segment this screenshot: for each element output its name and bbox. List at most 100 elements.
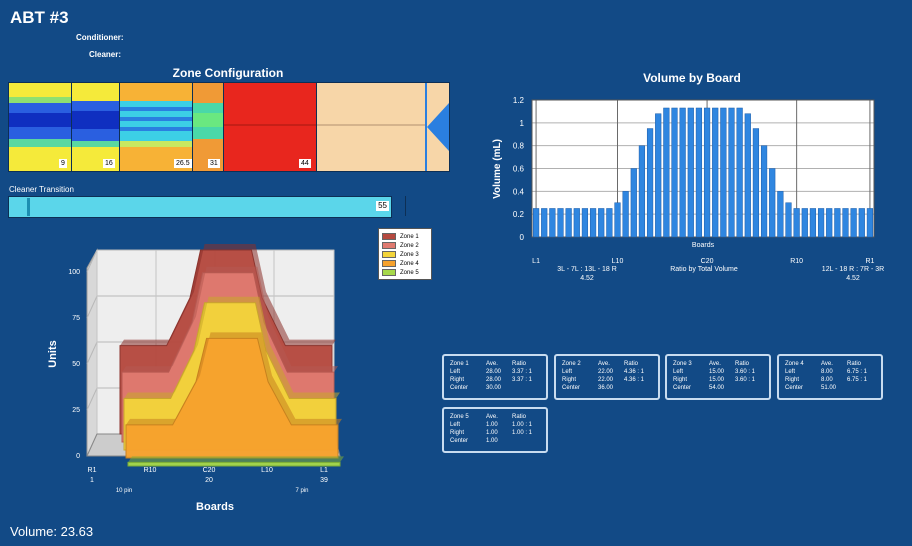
zone-stats-row: Right 8.00 6.75 : 1 xyxy=(785,376,875,384)
volume-x-ticks: L1 L10 C20 R10 R1 xyxy=(532,258,874,265)
volume-x-tick-label: R1 xyxy=(865,258,874,265)
volume-bar xyxy=(532,208,540,238)
volume-bar xyxy=(581,208,589,238)
zone-stats-cell: 6.75 : 1 xyxy=(847,377,868,383)
zone-stats-cell: 28.00 xyxy=(486,377,502,383)
volume-bar xyxy=(695,107,703,238)
units-x-tick-label: L10 xyxy=(261,467,273,474)
legend-swatch-zone-1 xyxy=(382,233,396,240)
zone-marker-2: 16 xyxy=(103,159,115,168)
volume-chart-title: Volume by Board xyxy=(643,71,741,85)
volume-readout: Volume: 23.63 xyxy=(10,524,94,539)
legend-label-zone-4: Zone 4 xyxy=(400,260,419,267)
zone-stats-header-cell: Ave. xyxy=(486,414,498,420)
volume-bar xyxy=(720,107,727,238)
volume-y-ticks: 0 0.2 0.4 0.6 0.8 1 1.2 xyxy=(513,96,525,242)
volume-y-tick-label: 0 xyxy=(520,233,525,242)
zone-stats-header-cell: Ratio xyxy=(624,361,639,367)
zone-stats-header-cell: Ratio xyxy=(512,414,527,420)
cleaner-label: Cleaner: xyxy=(89,50,122,59)
zone-stats-cell: 15.00 xyxy=(709,369,725,375)
page-title: ABT #3 xyxy=(10,8,69,27)
zone-stats-box-1: Zone 1 Ave. Ratio Left 28.00 3.37 : 1 Right 28.… xyxy=(442,354,548,400)
volume-bar xyxy=(573,208,580,238)
volume-bar xyxy=(760,145,768,238)
zone-stats-cell: 3.60 : 1 xyxy=(735,377,756,383)
zone-stats-cell: 8.00 xyxy=(821,377,833,383)
volume-bar xyxy=(638,145,646,238)
volume-bars xyxy=(532,107,874,238)
zone-stats-box-4: Zone 4 Ave. Ratio Left 8.00 6.75 : 1 Right 8.00… xyxy=(777,354,883,400)
cleaner-transition-label: Cleaner Transition xyxy=(9,185,74,194)
units-x-axis-label: Boards xyxy=(196,501,234,513)
zone-stats-header-cell: Ave. xyxy=(821,361,833,367)
cleaner-transition-cap xyxy=(405,196,406,216)
zone-segment-3 xyxy=(120,83,192,171)
zone-stats-cell: Right xyxy=(673,377,688,383)
zone-stats-cell: Center xyxy=(673,385,692,391)
zone-stats-header: Zone 1 Ave. Ratio xyxy=(450,360,540,368)
zone-segment-4 xyxy=(193,83,223,171)
legend-swatch-zone-3 xyxy=(382,251,396,258)
zone-stats-header: Zone 4 Ave. Ratio xyxy=(785,360,875,368)
volume-ratio-center: Ratio by Total Volume xyxy=(670,266,738,273)
legend-item-zone-1: Zone 1 xyxy=(382,232,428,241)
zone-marker-1: 9 xyxy=(59,159,67,168)
zone-stats-cell: 15.00 xyxy=(709,377,725,383)
zone-stats-header-cell: Ratio xyxy=(512,361,527,367)
cleaner-transition-tick xyxy=(27,198,30,216)
zone-stats-cell: 3.37 : 1 xyxy=(512,377,533,383)
zone-stats-cell: 51.00 xyxy=(821,385,837,391)
volume-bar xyxy=(777,191,784,238)
zone-stats-header-cell: Ave. xyxy=(486,361,498,367)
units-x-sub-left: 10 pin xyxy=(116,488,132,494)
zone-stats-cell: 30.00 xyxy=(486,385,502,391)
units-x-tick-label: L1 xyxy=(320,467,328,474)
zone-stats-cell: 8.00 xyxy=(821,369,833,375)
volume-bar xyxy=(866,208,874,238)
zone-stats-row: Right 1.00 1.00 : 1 xyxy=(450,429,540,437)
legend-item-zone-3: Zone 3 xyxy=(382,250,428,259)
zone-stats-header: Zone 3 Ave. Ratio xyxy=(673,360,763,368)
zone-stats-header-cell: Zone 4 xyxy=(785,361,804,367)
units-x-tick-label: R10 xyxy=(144,467,157,474)
volume-x-tick-label: C20 xyxy=(701,258,714,265)
units-x-num-1: 1 xyxy=(90,477,94,484)
zone-stats-cell: 22.00 xyxy=(598,377,614,383)
zone-stats-cell: 28.00 xyxy=(486,369,502,375)
zone-stats-row: Center 30.00 xyxy=(450,384,540,392)
zone-stats-cell: Center xyxy=(450,438,469,444)
zone-stats-cell: Right xyxy=(450,377,465,383)
zone-stats-header-cell: Ave. xyxy=(709,361,721,367)
zone-marker-4: 31 xyxy=(208,159,220,168)
volume-bar xyxy=(614,202,621,238)
zone-stats-header: Zone 2 Ave. Ratio xyxy=(562,360,652,368)
zone-stats-cell: Left xyxy=(450,369,461,375)
zone-stats-cell: Center xyxy=(562,385,581,391)
zone-stats-header-cell: Ratio xyxy=(847,361,862,367)
volume-y-axis-label: Volume (mL) xyxy=(492,139,503,199)
volume-bar xyxy=(630,168,637,238)
zone-stats-cell: Right xyxy=(785,377,800,383)
volume-bar xyxy=(817,208,825,238)
zone-segment-2 xyxy=(72,83,119,171)
zone-stats-header-cell: Zone 1 xyxy=(450,361,469,367)
volume-x-tick-label: R10 xyxy=(790,258,803,265)
volume-bar xyxy=(785,202,792,238)
units-y-tick-label: 0 xyxy=(76,453,80,460)
zone-stats-cell: Right xyxy=(450,430,465,436)
volume-bar xyxy=(842,208,849,238)
volume-ratio-right-value: 4.52 xyxy=(846,275,860,282)
cleaner-transition-bar: 55 xyxy=(8,196,392,218)
units-gridline-side xyxy=(86,341,98,365)
zone-stats-box-2: Zone 2 Ave. Ratio Left 22.00 4.36 : 1 Right 22.… xyxy=(554,354,660,400)
zone-stats-cell: 36.00 xyxy=(598,385,614,391)
zone-stats-cell: 1.00 xyxy=(486,422,498,428)
volume-bar xyxy=(606,208,613,238)
units-legend: Zone 1 Zone 2 Zone 3 Zone 4 Zone 5 xyxy=(378,228,432,280)
units-area-zone-5 xyxy=(127,461,341,467)
units-y-tick-label: 50 xyxy=(72,361,80,368)
volume-bar xyxy=(769,168,776,238)
units-x-ticks: R1 R10 C20 L10 L1 xyxy=(88,467,328,474)
